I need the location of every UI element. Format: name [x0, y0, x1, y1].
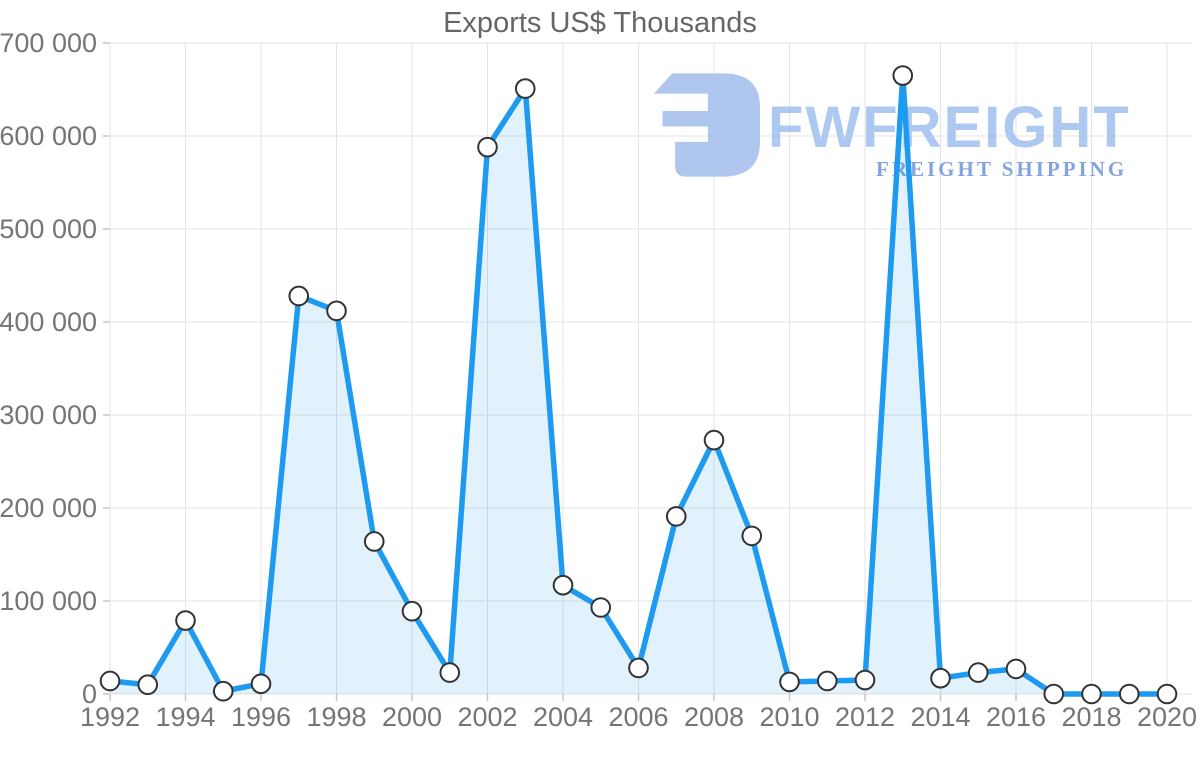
svg-text:2006: 2006	[608, 702, 668, 732]
svg-text:700 000: 700 000	[0, 28, 97, 58]
svg-text:2004: 2004	[533, 702, 593, 732]
svg-text:0: 0	[82, 679, 97, 709]
brand-name: FWFREIGHT	[768, 95, 1131, 160]
svg-text:2012: 2012	[835, 702, 895, 732]
svg-text:200 000: 200 000	[0, 493, 97, 523]
svg-text:2016: 2016	[986, 702, 1046, 732]
svg-text:2010: 2010	[759, 702, 819, 732]
svg-text:100 000: 100 000	[0, 586, 97, 616]
svg-text:2000: 2000	[382, 702, 442, 732]
svg-text:600 000: 600 000	[0, 121, 97, 151]
svg-text:1994: 1994	[155, 702, 215, 732]
brand-watermark: FWFREIGHT FREIGHT SHIPPING	[650, 70, 1170, 188]
brand-tagline: FREIGHT SHIPPING	[876, 157, 1128, 181]
svg-text:2018: 2018	[1061, 702, 1121, 732]
svg-text:2002: 2002	[457, 702, 517, 732]
svg-text:500 000: 500 000	[0, 214, 97, 244]
svg-text:1998: 1998	[306, 702, 366, 732]
svg-text:1996: 1996	[231, 702, 291, 732]
svg-text:400 000: 400 000	[0, 307, 97, 337]
svg-text:300 000: 300 000	[0, 400, 97, 430]
fwfreight-mark-icon	[653, 73, 760, 177]
svg-text:1992: 1992	[80, 702, 140, 732]
svg-text:2014: 2014	[910, 702, 970, 732]
chart-title: Exports US$ Thousands	[443, 7, 757, 39]
svg-text:2020: 2020	[1137, 702, 1197, 732]
svg-text:2008: 2008	[684, 702, 744, 732]
